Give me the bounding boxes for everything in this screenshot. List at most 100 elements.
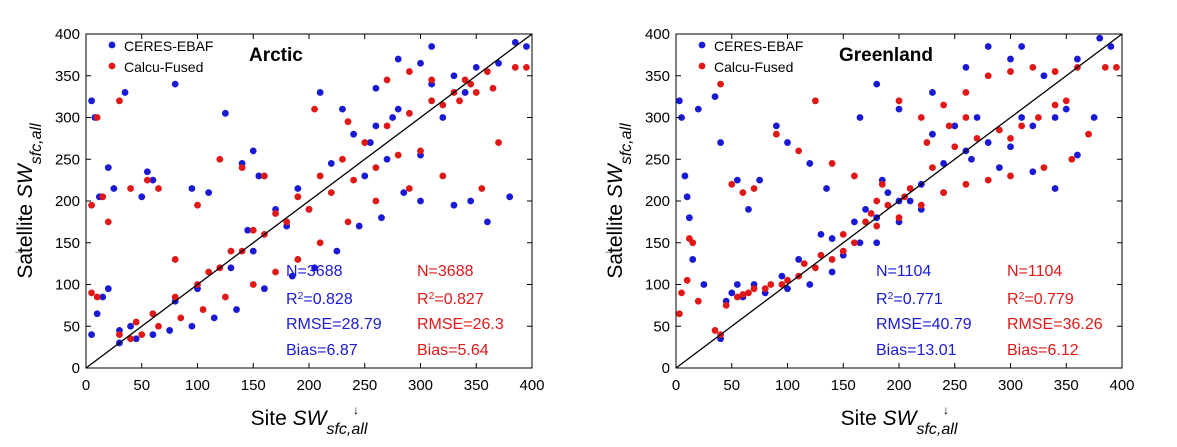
ceres-point — [1007, 143, 1014, 151]
fused-point — [305, 205, 313, 213]
fused-point — [940, 189, 947, 197]
fused-point — [984, 72, 992, 80]
fused-point — [199, 306, 207, 313]
ceres-point — [361, 172, 369, 180]
ceres-point — [417, 59, 424, 67]
ceres-point — [294, 185, 302, 192]
fused-point — [149, 310, 157, 318]
fused-point — [962, 114, 970, 121]
x-tick-label: 250 — [942, 377, 967, 394]
ceres-point — [984, 139, 992, 146]
ceres-point — [873, 80, 881, 88]
ceres-point — [127, 322, 134, 330]
ceres-point — [784, 285, 791, 293]
fused-point — [1034, 114, 1042, 121]
fused-point — [428, 97, 436, 105]
x-axis-label-arrow: ↓ — [353, 403, 359, 417]
fused-point — [104, 218, 112, 226]
y-tick-label: 200 — [645, 193, 670, 210]
ceres-point — [249, 147, 257, 155]
ceres-point — [400, 189, 408, 197]
stat-rmse-fused: RMSE=26.3 — [417, 316, 504, 333]
fused-point — [694, 297, 702, 305]
fused-point — [439, 101, 447, 109]
legend-marker-fused — [698, 62, 706, 70]
x-tick-label: 50 — [723, 377, 740, 394]
ceres-point — [884, 189, 892, 197]
ceres-point — [683, 193, 691, 201]
ceres-point — [1007, 55, 1014, 63]
y-tick-label: 400 — [645, 26, 670, 43]
ceres-point — [1018, 43, 1026, 50]
ceres-point — [856, 114, 864, 121]
ceres-point — [104, 164, 112, 172]
legend: CERES-EBAF Calcu-Fused — [108, 38, 213, 75]
one-to-one-line — [675, 33, 1123, 369]
ceres-point — [93, 310, 101, 318]
fused-point — [778, 281, 786, 288]
x-axis-label: Site SWsfc,all — [841, 407, 958, 438]
ceres-point — [681, 172, 689, 180]
fused-point — [372, 197, 380, 205]
fused-point — [851, 239, 858, 247]
y-tick-label: 400 — [55, 26, 80, 43]
fused-point — [873, 197, 881, 205]
ceres-point — [188, 185, 196, 192]
x-tick-label: 350 — [1054, 377, 1079, 394]
ceres-point — [784, 139, 791, 146]
fused-point — [116, 97, 123, 105]
ceres-point — [450, 72, 458, 80]
x-tick-label: 300 — [998, 377, 1023, 394]
y-tick-label: 100 — [645, 277, 670, 294]
x-axis-label-arrow: ↓ — [943, 403, 949, 417]
ceres-point — [973, 114, 981, 121]
fused-point — [862, 218, 869, 226]
ceres-point — [1029, 168, 1037, 176]
stat-n-ceres: N=1104 — [876, 263, 931, 280]
fused-point — [851, 172, 858, 180]
ceres-point — [1090, 114, 1098, 121]
ceres-point — [484, 218, 491, 226]
stat-rmse-ceres: RMSE=28.79 — [286, 316, 382, 333]
ceres-point — [461, 89, 469, 96]
fused-point — [884, 201, 892, 209]
ceres-point — [166, 327, 174, 334]
ceres-point — [1107, 43, 1115, 50]
ceres-point — [88, 331, 95, 338]
ceres-point — [88, 97, 95, 105]
stat-rmse-fused: RMSE=36.26 — [1007, 316, 1103, 333]
fused-point — [344, 218, 352, 226]
x-tick-label: 0 — [672, 377, 680, 394]
fused-point — [945, 122, 953, 130]
ceres-point — [1096, 34, 1104, 42]
x-tick-label: 100 — [185, 377, 210, 394]
fused-point — [439, 172, 447, 180]
stat-n-fused: N=1104 — [1007, 263, 1062, 280]
ceres-point — [350, 130, 357, 138]
x-tick-label: 400 — [519, 377, 544, 394]
fused-point — [194, 201, 201, 209]
ceres-point — [138, 193, 146, 201]
ceres-point — [383, 155, 391, 163]
ceres-point — [327, 160, 335, 167]
panel-title: Arctic — [249, 45, 303, 66]
fused-point — [511, 64, 519, 71]
legend-label-ceres: CERES-EBAF — [124, 38, 213, 54]
fused-point — [283, 218, 291, 226]
y-axis-label: Satellite SWsfc,all — [14, 123, 45, 279]
fused-point — [795, 147, 803, 155]
fused-point — [489, 84, 497, 92]
ceres-point — [227, 264, 235, 272]
fused-point — [1007, 68, 1014, 75]
fused-point — [132, 318, 140, 326]
fused-point — [1113, 64, 1120, 71]
fused-point — [1007, 172, 1014, 180]
ceres-point — [143, 168, 151, 176]
fused-point — [405, 68, 413, 75]
fused-point — [1085, 130, 1092, 138]
fused-point — [155, 185, 162, 192]
fused-point — [683, 276, 691, 284]
ceres-point — [1029, 122, 1037, 130]
ceres-point — [711, 93, 719, 101]
ceres-point — [506, 193, 514, 201]
